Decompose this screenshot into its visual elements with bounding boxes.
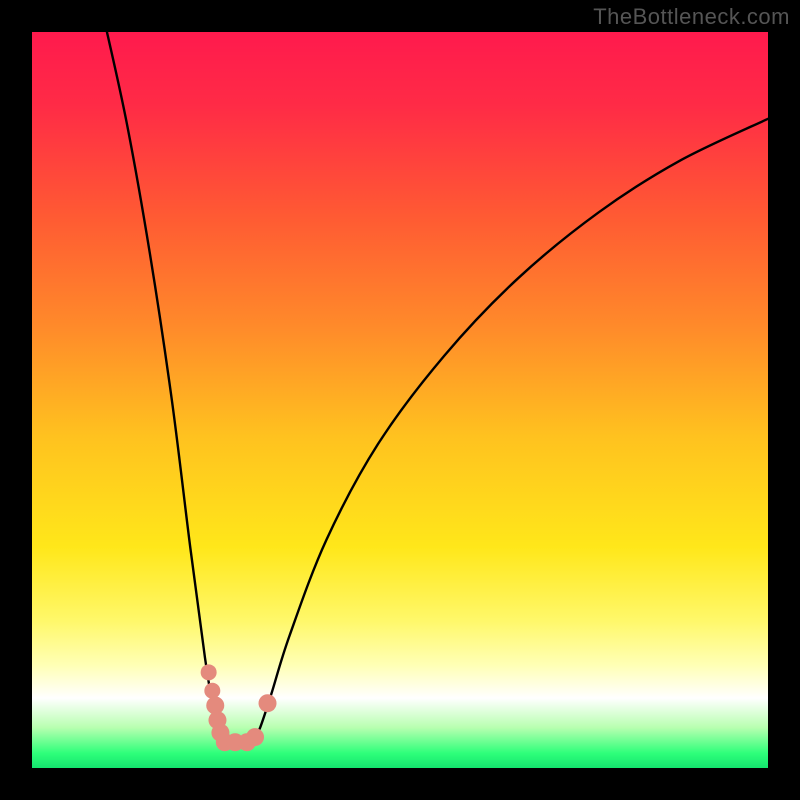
data-marker — [259, 694, 277, 712]
watermark-text: TheBottleneck.com — [593, 4, 790, 30]
chart-root: TheBottleneck.com — [0, 0, 800, 800]
plot-background — [32, 32, 768, 768]
chart-svg — [0, 0, 800, 800]
data-marker — [204, 683, 220, 699]
data-marker — [201, 664, 217, 680]
data-marker — [246, 728, 264, 746]
